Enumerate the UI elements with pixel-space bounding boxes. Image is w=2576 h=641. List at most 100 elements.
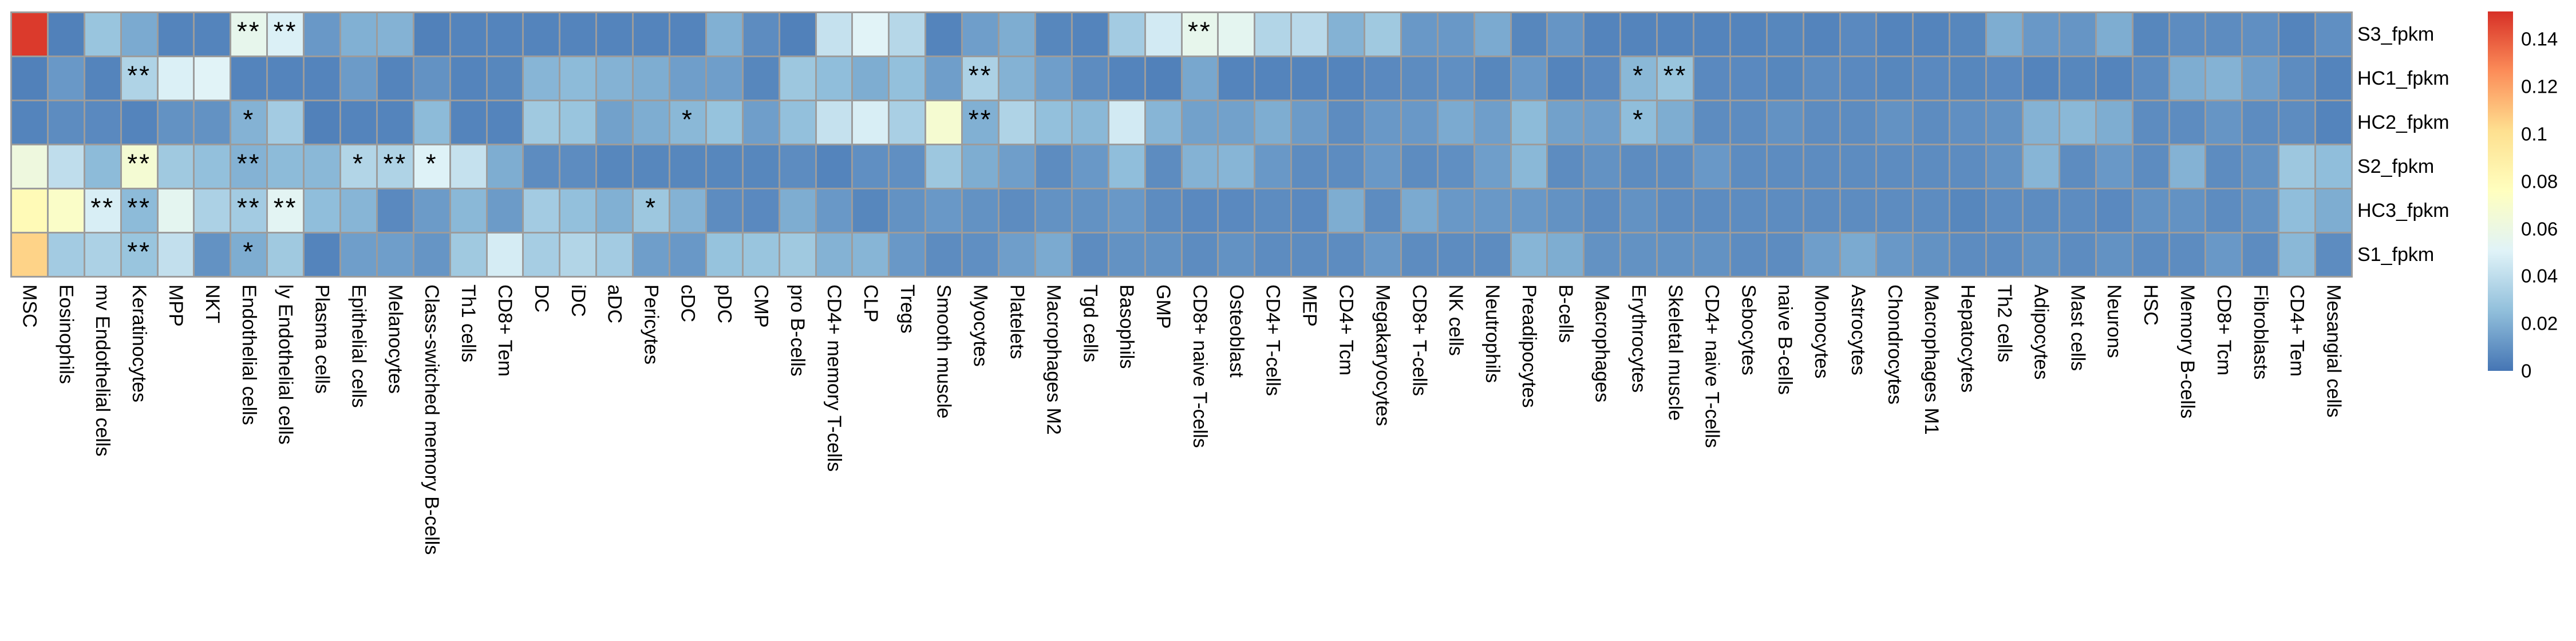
colorbar-tick-label: 0.1	[2521, 123, 2547, 145]
heatmap-cell	[1914, 145, 1949, 188]
heatmap-cell	[999, 234, 1034, 276]
colorbar-tick-label: 0.02	[2521, 312, 2558, 334]
heatmap-cell	[377, 57, 413, 100]
heatmap-cell: *	[634, 189, 669, 232]
heatmap-cell	[963, 13, 998, 56]
heatmap-cell	[1730, 101, 1766, 144]
column-label: Preadipocytes	[1518, 284, 1540, 408]
heatmap-cell	[816, 189, 852, 232]
column-label: Keratinocytes	[128, 284, 151, 402]
column-label: Sebocytes	[1737, 284, 1760, 375]
heatmap-cell	[999, 57, 1034, 100]
significance-mark: **	[1188, 16, 1212, 46]
significance-mark: *	[243, 236, 255, 267]
heatmap-cell	[2170, 101, 2205, 144]
heatmap-cell: *	[670, 101, 705, 144]
heatmap-cell	[816, 145, 852, 188]
colorbar-gradient	[2488, 11, 2513, 371]
heatmap-cell	[1730, 234, 1766, 276]
column-label: Tregs	[896, 284, 918, 334]
heatmap-cell	[48, 13, 84, 56]
column-label: Neutrophils	[1481, 284, 1504, 383]
heatmap-cell: **	[963, 101, 998, 144]
heatmap-cell: **	[85, 189, 120, 232]
heatmap-cell	[2206, 189, 2242, 232]
heatmap-cell	[2060, 234, 2095, 276]
heatmap-cell	[1804, 101, 1839, 144]
significance-mark: **	[1663, 60, 1688, 90]
heatmap-cell	[1804, 234, 1839, 276]
heatmap-cell	[2060, 57, 2095, 100]
heatmap-cell	[1109, 145, 1144, 188]
heatmap-cell	[1365, 57, 1400, 100]
heatmap-cell	[1950, 101, 1986, 144]
heatmap-cell	[451, 57, 486, 100]
heatmap-cell	[305, 189, 340, 232]
heatmap-cell	[1621, 234, 1657, 276]
heatmap-cell	[1475, 57, 1510, 100]
heatmap-cell	[890, 57, 925, 100]
significance-mark: **	[236, 16, 261, 46]
heatmap-cell	[1219, 145, 1254, 188]
row-label: HC1_fpkm	[2357, 68, 2449, 89]
heatmap-cell	[341, 189, 376, 232]
heatmap-cell	[85, 13, 120, 56]
column-label: Macrophages	[1591, 284, 1613, 403]
heatmap-cell	[377, 101, 413, 144]
heatmap-cell	[1401, 145, 1437, 188]
heatmap-cell	[1145, 145, 1181, 188]
heatmap-cell	[1365, 13, 1400, 56]
column-label: CD8+ Tem	[494, 284, 516, 377]
heatmap-cell	[560, 101, 596, 144]
heatmap-cell	[1438, 13, 1473, 56]
heatmap-cell	[2060, 101, 2095, 144]
column-label: CD8+ T-cells	[1408, 284, 1431, 396]
heatmap-cell	[1767, 101, 1803, 144]
heatmap-cell	[1658, 13, 1693, 56]
heatmap-cell	[341, 101, 376, 144]
heatmap-cell	[780, 145, 815, 188]
heatmap-cell	[1329, 13, 1364, 56]
heatmap-cell	[926, 234, 962, 276]
colorbar-tick-label: 0.08	[2521, 171, 2558, 192]
heatmap-cell	[926, 13, 962, 56]
column-label: MPP	[165, 284, 187, 327]
significance-mark: **	[127, 192, 152, 223]
heatmap-cell	[1475, 234, 1510, 276]
heatmap-cell	[670, 234, 705, 276]
heatmap-cell	[780, 234, 815, 276]
column-label: CD4+ Tcm	[1335, 284, 1357, 376]
significance-mark: **	[273, 16, 298, 46]
column-label: pDC	[713, 284, 736, 324]
significance-mark: **	[127, 236, 152, 267]
heatmap-cell	[2206, 13, 2242, 56]
heatmap-cell	[1767, 145, 1803, 188]
heatmap-cell	[231, 57, 267, 100]
heatmap-cell: **	[121, 234, 157, 276]
heatmap-cell	[1730, 57, 1766, 100]
heatmap-cell	[2316, 189, 2351, 232]
heatmap-cell	[743, 101, 779, 144]
heatmap-cell	[1292, 57, 1327, 100]
heatmap-cell	[634, 13, 669, 56]
heatmap-cell	[1694, 145, 1729, 188]
heatmap-cell	[2060, 189, 2095, 232]
heatmap-cell	[1475, 189, 1510, 232]
heatmap-cell	[1730, 145, 1766, 188]
heatmap-cell	[487, 234, 523, 276]
heatmap-cell	[1438, 145, 1473, 188]
heatmap-cell: **	[268, 13, 303, 56]
column-label: Fibroblasts	[2249, 284, 2271, 380]
column-label: Epithelial cells	[347, 284, 370, 408]
heatmap-cell	[2279, 13, 2315, 56]
heatmap-cell	[1840, 234, 1876, 276]
heatmap-cell	[1438, 234, 1473, 276]
column-label: DC	[530, 284, 552, 313]
heatmap-cell	[1877, 189, 1913, 232]
significance-mark: **	[968, 104, 993, 134]
significance-mark: **	[383, 148, 408, 179]
heatmap-cell	[1219, 101, 1254, 144]
heatmap-cell	[2279, 57, 2315, 100]
row-label: HC3_fpkm	[2357, 200, 2449, 221]
heatmap-cell	[1036, 145, 1071, 188]
